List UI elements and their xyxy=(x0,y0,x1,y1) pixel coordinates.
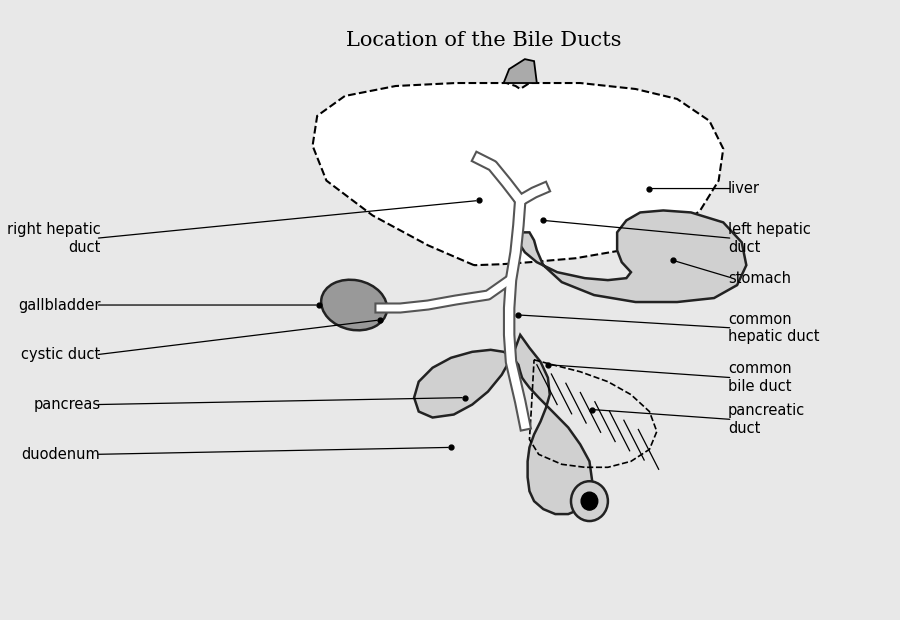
Polygon shape xyxy=(312,83,724,265)
Text: liver: liver xyxy=(728,181,760,196)
Ellipse shape xyxy=(321,280,387,330)
Circle shape xyxy=(581,492,598,510)
Text: cystic duct: cystic duct xyxy=(21,347,100,362)
Text: left hepatic
duct: left hepatic duct xyxy=(728,222,811,255)
Text: duodenum: duodenum xyxy=(22,447,100,462)
Text: stomach: stomach xyxy=(728,271,791,286)
Polygon shape xyxy=(504,59,536,83)
Text: pancreas: pancreas xyxy=(33,397,100,412)
Polygon shape xyxy=(518,210,746,302)
Text: Location of the Bile Ducts: Location of the Bile Ducts xyxy=(346,31,621,50)
Text: gallbladder: gallbladder xyxy=(18,298,100,312)
Text: common
bile duct: common bile duct xyxy=(728,361,791,394)
Text: pancreatic
duct: pancreatic duct xyxy=(728,403,806,436)
Polygon shape xyxy=(414,335,592,514)
Text: common
hepatic duct: common hepatic duct xyxy=(728,312,819,344)
Circle shape xyxy=(571,481,608,521)
Text: right hepatic
duct: right hepatic duct xyxy=(6,222,100,255)
